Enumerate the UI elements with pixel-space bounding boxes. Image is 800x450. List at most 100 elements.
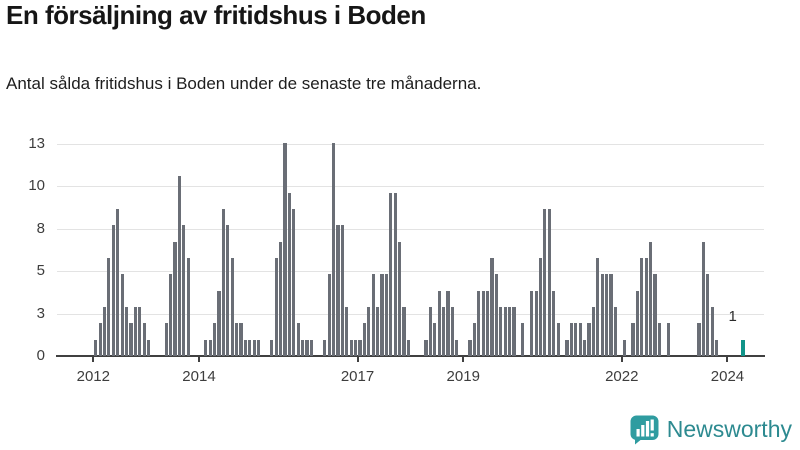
bar	[538, 258, 543, 356]
x-axis-tick-label: 2022	[605, 368, 639, 385]
bar	[644, 258, 648, 356]
bar	[455, 340, 459, 356]
bar	[217, 291, 221, 356]
gridline	[57, 228, 764, 230]
bar	[582, 340, 587, 356]
bar	[450, 307, 454, 356]
bar	[296, 323, 300, 356]
y-axis-tick-label: 13	[28, 134, 45, 152]
bar	[384, 274, 388, 356]
bar	[120, 274, 124, 356]
bar	[270, 340, 274, 356]
bar	[243, 340, 248, 356]
bar	[323, 340, 327, 356]
bar	[173, 242, 177, 356]
bar	[437, 291, 441, 356]
bar	[292, 209, 296, 356]
bar	[609, 274, 613, 356]
bar	[710, 307, 714, 356]
bar	[111, 225, 115, 356]
bar	[107, 258, 111, 356]
bar	[596, 258, 600, 356]
bar	[94, 340, 98, 356]
bar	[138, 307, 142, 356]
y-axis-tick-label: 0	[36, 347, 45, 364]
bar	[213, 323, 217, 356]
bar	[543, 209, 547, 356]
bar	[204, 340, 208, 356]
bar	[235, 323, 239, 356]
chart-subtitle: Antal sålda fritidshus i Boden under de …	[6, 74, 482, 93]
bar	[521, 323, 525, 356]
bar	[362, 323, 366, 356]
bar	[208, 340, 212, 356]
bar	[402, 307, 406, 356]
bar	[446, 291, 450, 356]
x-axis-line	[56, 355, 765, 357]
bar	[534, 291, 538, 356]
bar	[283, 143, 287, 356]
bar	[530, 291, 534, 356]
bar	[353, 340, 358, 356]
bar	[552, 291, 556, 356]
bar	[565, 340, 569, 356]
bar	[587, 323, 591, 356]
bar	[701, 242, 706, 356]
bar	[503, 307, 507, 356]
bar	[393, 193, 397, 356]
bar	[340, 225, 344, 356]
bar	[230, 258, 234, 356]
bar	[578, 323, 582, 356]
bar	[468, 340, 472, 356]
bar	[257, 340, 261, 356]
x-axis-tick-label: 2019	[446, 368, 480, 385]
y-axis-tick-label: 5	[36, 262, 45, 279]
y-axis-tick-label: 10	[28, 177, 45, 194]
y-axis-tick-label: 3	[36, 304, 45, 322]
bar	[428, 307, 432, 356]
highlight-value-label: 1	[728, 308, 737, 325]
x-axis-tick-label: 2012	[76, 368, 110, 385]
bar	[715, 340, 719, 356]
bar	[508, 307, 512, 356]
bar	[657, 323, 661, 356]
bar	[622, 340, 626, 356]
bar	[177, 176, 181, 356]
gridline	[57, 271, 764, 272]
bar	[279, 242, 283, 356]
bar	[569, 323, 573, 356]
x-axis-tick-mark	[197, 357, 200, 362]
bar	[226, 225, 230, 356]
bar	[168, 274, 173, 356]
bar	[287, 193, 292, 356]
bar	[499, 307, 503, 356]
bar	[406, 340, 410, 356]
y-axis-tick-label: 8	[36, 219, 45, 237]
bar	[274, 258, 278, 356]
bar	[472, 323, 477, 356]
bar	[486, 291, 490, 356]
x-axis-tick-mark	[462, 357, 465, 362]
bar	[433, 323, 437, 356]
bar	[164, 323, 168, 356]
bar	[556, 323, 560, 356]
bar	[591, 307, 595, 356]
x-axis-tick-label: 2024	[710, 368, 745, 385]
bar	[649, 242, 653, 356]
bar	[635, 291, 639, 356]
newsworthy-logo[interactable]: Newsworthy	[629, 414, 792, 445]
x-axis-tick-mark	[356, 357, 359, 362]
bar	[309, 340, 314, 356]
bar	[349, 340, 353, 356]
bar	[653, 274, 657, 356]
bar	[124, 307, 129, 356]
gridline	[57, 143, 764, 145]
bar	[631, 323, 635, 356]
bar	[358, 340, 362, 356]
bar	[490, 258, 494, 356]
bar	[305, 340, 309, 356]
bar	[380, 274, 384, 356]
gridline	[57, 313, 764, 315]
bar	[706, 274, 710, 356]
